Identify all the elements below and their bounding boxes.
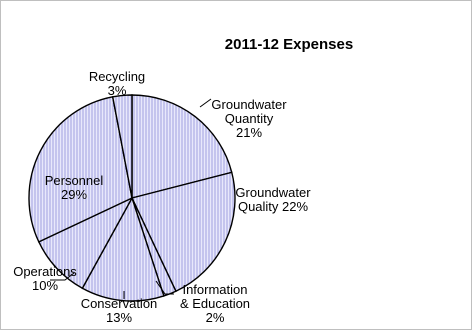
label-leader-lines bbox=[50, 98, 212, 299]
pie-slices bbox=[28, 94, 236, 302]
slice-label-6: Recycling 3% bbox=[89, 69, 145, 98]
pie-slice-6 bbox=[111, 94, 133, 199]
slice-labels: Groundwater Quantity 21% Groundwater Quality… bbox=[13, 69, 311, 325]
slice-label-4: Operations 10% bbox=[13, 264, 77, 293]
chart-title: 2011-12 Expenses bbox=[225, 36, 353, 53]
slice-label-3: Conservation 13% bbox=[81, 296, 158, 325]
pie-slice-0 bbox=[131, 94, 233, 199]
pie-slice-1 bbox=[131, 171, 236, 293]
leader-line-2 bbox=[155, 280, 174, 295]
slice-label-2: Information & Education 2% bbox=[180, 282, 250, 325]
leader-line-0 bbox=[199, 98, 212, 108]
pie-slice-5 bbox=[28, 96, 133, 243]
slice-label-0: Groundwater Quantity 21% bbox=[211, 97, 287, 140]
leader-line-4 bbox=[50, 272, 75, 281]
slice-label-5: Personnel 29% bbox=[45, 173, 104, 202]
slice-label-1: Groundwater Quality 22% bbox=[235, 185, 311, 214]
pie-slice-3 bbox=[81, 196, 165, 302]
